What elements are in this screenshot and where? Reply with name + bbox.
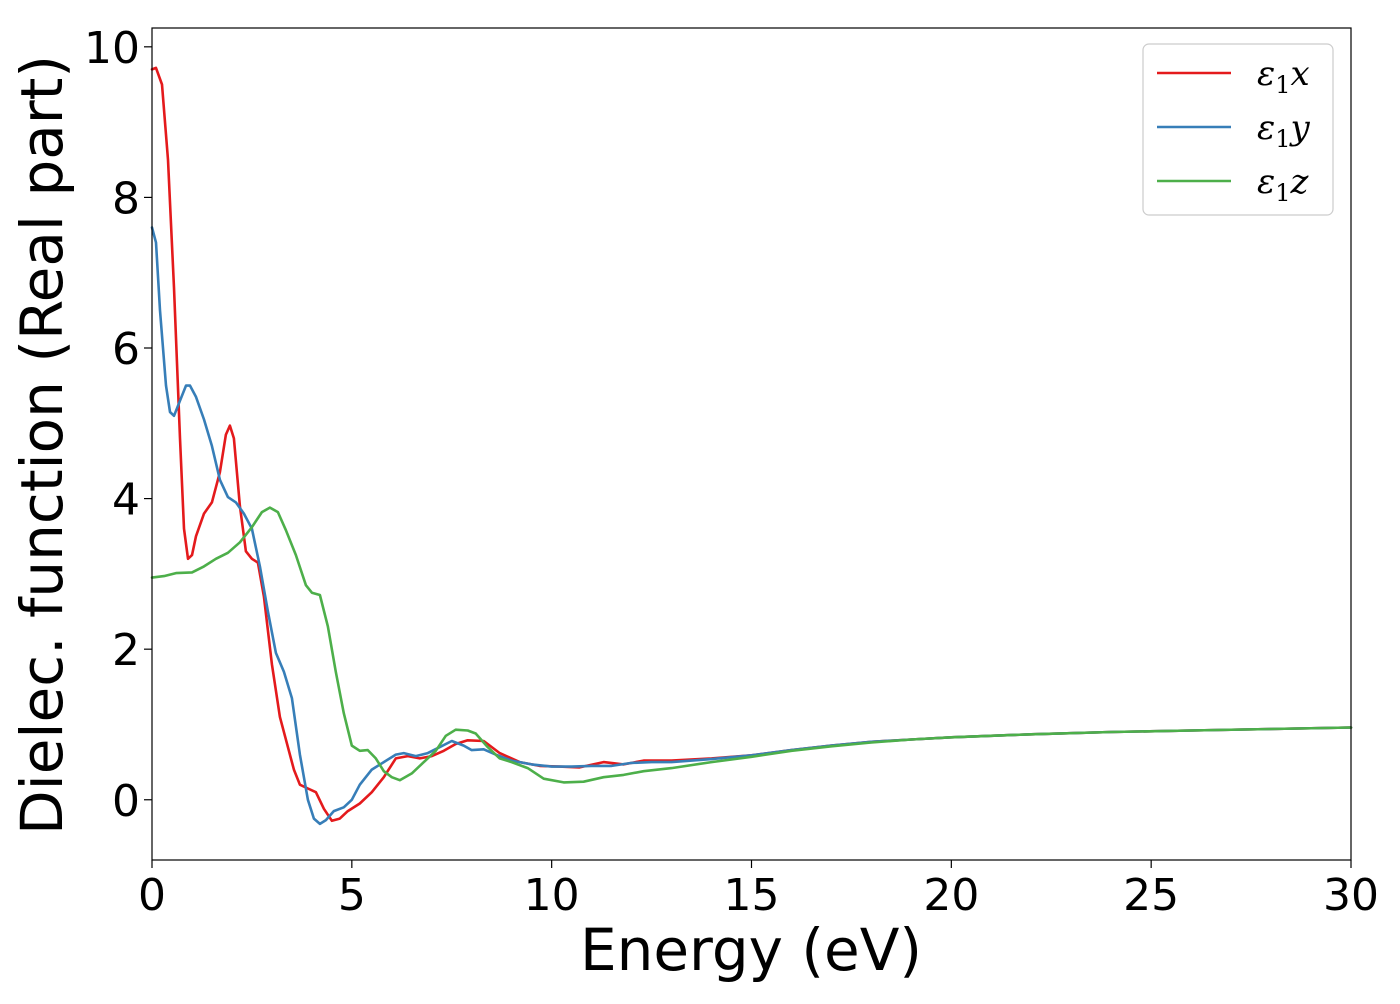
- series-line-z: [150, 506, 1353, 784]
- y-tick-label: 2: [112, 625, 140, 676]
- legend: ε1x ε1y ε1z: [1142, 43, 1334, 216]
- legend-label-x: ε1x: [1257, 54, 1310, 99]
- legend-box: [1142, 43, 1334, 216]
- y-tick-label: 10: [84, 23, 140, 74]
- y-tick-label: 8: [112, 173, 140, 224]
- x-tick-label: 30: [1323, 870, 1379, 921]
- y-axis: 0 2 4 6 8 10: [84, 23, 152, 827]
- x-tick-label: 10: [524, 870, 580, 921]
- legend-label-y: ε1y: [1257, 108, 1311, 153]
- y-tick-label: 4: [112, 475, 140, 526]
- series-layer: [150, 66, 1353, 826]
- y-axis-label: Dielec. function (Real part): [8, 55, 76, 835]
- x-tick-label: 0: [138, 870, 166, 921]
- x-tick-label: 20: [923, 870, 979, 921]
- series-line-y: [150, 226, 1353, 826]
- x-tick-label: 5: [338, 870, 366, 921]
- legend-entries: ε1x ε1y ε1z: [1157, 54, 1311, 207]
- y-tick-label: 6: [112, 324, 140, 375]
- x-axis-label: Energy (eV): [580, 916, 922, 984]
- legend-label-z: ε1z: [1257, 162, 1310, 207]
- x-axis: 0 5 10 15 20 25 30: [138, 860, 1379, 921]
- x-tick-label: 25: [1123, 870, 1179, 921]
- x-tick-label: 15: [724, 870, 780, 921]
- y-tick-label: 0: [112, 776, 140, 827]
